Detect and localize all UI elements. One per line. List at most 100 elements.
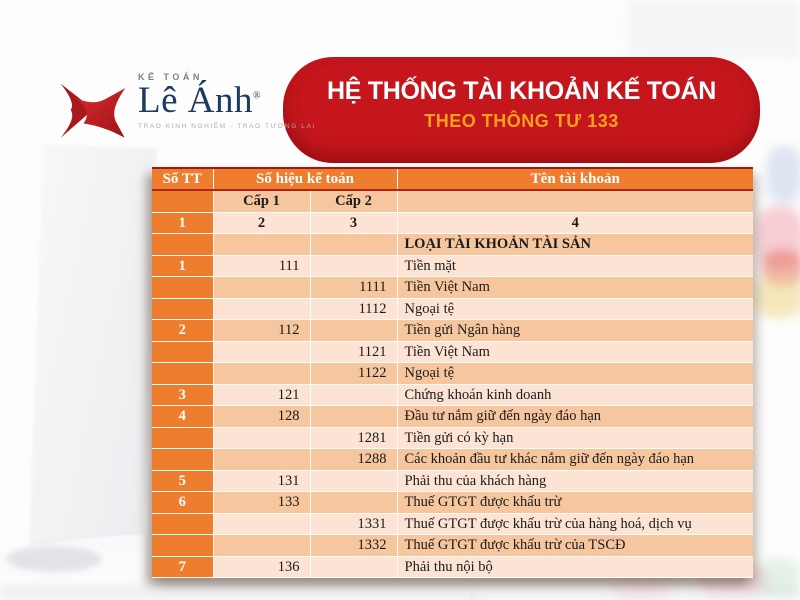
col-header-stt: Số TT [152,168,213,191]
cell-cap2 [309,405,398,428]
cell-ten: Phải thu nội bộ [396,556,754,578]
registered-mark: ® [253,90,262,102]
table-row: LOẠI TÀI KHOẢN TÀI SẢN [152,233,754,256]
table-row: 1112 Ngoại tệ [152,298,754,320]
table-row: 4 128 Đầu tư nắm giữ đến ngày đáo hạn [152,405,754,428]
cell-cap1: 133 [212,491,310,514]
cell-cap2 [309,470,398,492]
table-row: 1288 Các khoản đầu tư khác nắm giữ đến ng… [152,448,754,471]
cell-cap2 [309,556,398,578]
cell-ten: Tiền mặt [396,255,754,277]
cell-stt [152,362,213,385]
table-row: 1 111 Tiền mặt [152,255,754,277]
cell-cap1 [212,534,310,557]
table-row: 3 121 Chứng khoán kinh doanh [152,384,754,406]
cell-cap2: 1332 [309,534,398,557]
page-title: HỆ THỐNG TÀI KHOẢN KẾ TOÁN [327,77,716,105]
cell-cap1 [212,362,310,385]
background-laptop-screen [29,144,157,550]
table-row: 1122 Ngoại tệ [152,362,754,385]
cell-ten: Ngoại tệ [396,298,754,320]
cell-stt: 1 [152,212,213,234]
cell-cap2 [309,384,398,406]
background-pencil-pink [756,206,800,268]
cell-cap2 [309,255,398,277]
cell-ten: Các khoản đầu tư khác nắm giữ đến ngày đ… [396,448,754,471]
cell-cap2: 1111 [309,276,398,299]
table-row: 5 131 Phải thu của khách hàng [152,470,754,492]
cell-stt: 4 [152,405,213,428]
table-row: 1121 Tiền Việt Nam [152,341,754,363]
cell-ten: Thuế GTGT được khấu trừ của hàng hoá, dị… [396,513,754,535]
cell-cap1: 121 [212,384,310,406]
brand-name: Lê Ánh® [138,80,262,121]
cell-cap2 [309,319,398,342]
background-blur-top-right [628,0,800,58]
cell-cap2 [309,233,398,256]
cell-ten: 4 [396,212,754,234]
table-row: 7 136 Phải thu nội bộ [152,556,754,578]
table-row: 6 133 Thuế GTGT được khấu trừ [152,491,754,514]
cell-cap1: 2 [212,212,310,234]
cell-ten: Thuế GTGT được khấu trừ [396,491,754,514]
account-table: Số TT Số hiệu kế toán Tên tài khoản Cấp … [152,167,754,578]
cell-ten: Thuế GTGT được khấu trừ của TSCĐ [396,534,754,557]
table-header-row: Số TT Số hiệu kế toán Tên tài khoản [152,168,754,191]
col-header-ten: Tên tài khoản [396,168,754,191]
cell-stt [152,233,213,256]
table-row: 1332 Thuế GTGT được khấu trừ của TSCĐ [152,534,754,557]
cell-cap2: 1112 [309,298,398,320]
cell-cap1 [212,233,310,256]
cell-cap1 [212,513,310,535]
account-table-body: Cấp 1 Cấp 2 1 2 3 4 LOẠI TÀI KHOẢN TÀI SẢN 1 111… [152,190,754,578]
table-row: Cấp 1 Cấp 2 [152,190,754,213]
cell-cap1: 136 [212,556,310,578]
cell-stt: 5 [152,470,213,492]
cell-cap2 [309,491,398,514]
table-row: 1111 Tiền Việt Nam [152,276,754,299]
cell-cap2: 1288 [309,448,398,471]
cell-stt [152,427,213,449]
background-pencil-red [762,250,800,286]
brand-tagline: TRAO KINH NGHIỆM - TRAO TƯƠNG LAI [138,122,316,130]
cell-cap1 [212,427,310,449]
cell-ten: Ngoại tệ [396,362,754,385]
cell-cap2: 3 [309,212,398,234]
cell-ten: Đầu tư nắm giữ đến ngày đáo hạn [396,405,754,428]
cell-stt: 2 [152,319,213,342]
cell-stt: 7 [152,556,213,578]
cell-cap1 [212,298,310,320]
title-banner: HỆ THỐNG TÀI KHOẢN KẾ TOÁN THEO THÔNG TƯ… [283,57,760,163]
col-header-so-hieu: Số hiệu kế toán [212,168,398,191]
brand-top-label: KẾ TOÁN [138,72,203,82]
cell-ten: Tiền Việt Nam [396,276,754,299]
cell-ten: Tiền Việt Nam [396,341,754,363]
cell-ten: Tiền gửi có kỳ hạn [396,427,754,449]
cell-cap2: 1122 [309,362,398,385]
cell-cap2: Cấp 2 [309,190,398,213]
cell-cap1 [212,448,310,471]
cell-cap1: 112 [212,319,310,342]
cell-stt [152,341,213,363]
cell-stt [152,534,213,557]
page-subtitle: THEO THÔNG TƯ 133 [424,111,619,131]
table-row: 2 112 Tiền gửi Ngân hàng [152,319,754,342]
cell-stt [152,190,213,213]
table-row: 1331 Thuế GTGT được khấu trừ của hàng hoá… [152,513,754,535]
cell-stt: 6 [152,491,213,514]
cell-stt: 1 [152,255,213,277]
cell-ten: Tiền gửi Ngân hàng [396,319,754,342]
cell-cap1: Cấp 1 [212,190,310,213]
background-pencil-tip-green [758,558,800,596]
background-pencil-yellow [754,276,800,318]
table-row: 1281 Tiền gửi có kỳ hạn [152,427,754,449]
cell-stt [152,513,213,535]
background-pencil-blue [766,146,800,204]
cell-cap2: 1331 [309,513,398,535]
cell-ten: LOẠI TÀI KHOẢN TÀI SẢN [396,233,754,256]
cell-cap2: 1121 [309,341,398,363]
cell-cap1: 128 [212,405,310,428]
background-desk-band [0,584,800,600]
brand-logo: KẾ TOÁN Lê Ánh® TRAO KINH NGHIỆM - TRAO … [56,72,316,142]
